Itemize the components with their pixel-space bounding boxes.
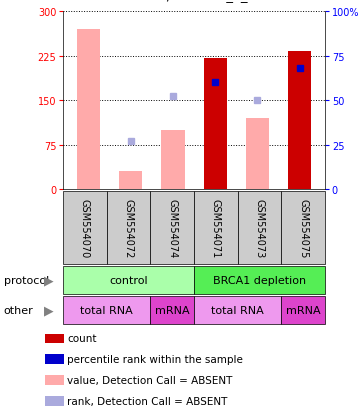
Bar <box>151 192 194 264</box>
Text: percentile rank within the sample: percentile rank within the sample <box>67 354 243 364</box>
Bar <box>288 52 311 190</box>
Bar <box>45 375 64 385</box>
Bar <box>45 334 64 344</box>
Bar <box>194 192 238 264</box>
Bar <box>45 396 64 406</box>
Text: control: control <box>109 275 148 285</box>
Bar <box>246 119 269 190</box>
Text: protocol: protocol <box>4 275 49 285</box>
Text: GSM554070: GSM554070 <box>80 198 90 257</box>
Text: ▶: ▶ <box>44 273 53 287</box>
Text: total RNA: total RNA <box>211 305 264 315</box>
Text: GSM554071: GSM554071 <box>211 198 221 257</box>
Bar <box>238 192 281 264</box>
Bar <box>45 354 64 364</box>
Bar <box>161 131 184 190</box>
Bar <box>63 192 107 264</box>
Bar <box>194 296 281 324</box>
Text: GSM554075: GSM554075 <box>298 198 308 257</box>
Text: mRNA: mRNA <box>155 305 190 315</box>
Text: GSM554072: GSM554072 <box>123 198 134 257</box>
Text: GSM554073: GSM554073 <box>255 198 265 257</box>
Bar <box>63 296 151 324</box>
Bar <box>119 172 142 190</box>
Text: mRNA: mRNA <box>286 305 321 315</box>
Bar <box>281 296 325 324</box>
Text: total RNA: total RNA <box>81 305 133 315</box>
Text: GDS3791 / 212700_x_at: GDS3791 / 212700_x_at <box>100 0 261 2</box>
Text: rank, Detection Call = ABSENT: rank, Detection Call = ABSENT <box>67 396 227 406</box>
Text: GSM554074: GSM554074 <box>167 198 177 257</box>
Bar <box>194 266 325 294</box>
Bar <box>281 192 325 264</box>
Bar <box>151 296 194 324</box>
Text: BRCA1 depletion: BRCA1 depletion <box>213 275 306 285</box>
Bar <box>63 266 194 294</box>
Text: count: count <box>67 334 96 344</box>
Text: other: other <box>4 305 33 315</box>
Bar <box>107 192 151 264</box>
Text: value, Detection Call = ABSENT: value, Detection Call = ABSENT <box>67 375 232 385</box>
Text: ▶: ▶ <box>44 304 53 317</box>
Bar <box>77 30 100 190</box>
Bar <box>204 59 227 190</box>
